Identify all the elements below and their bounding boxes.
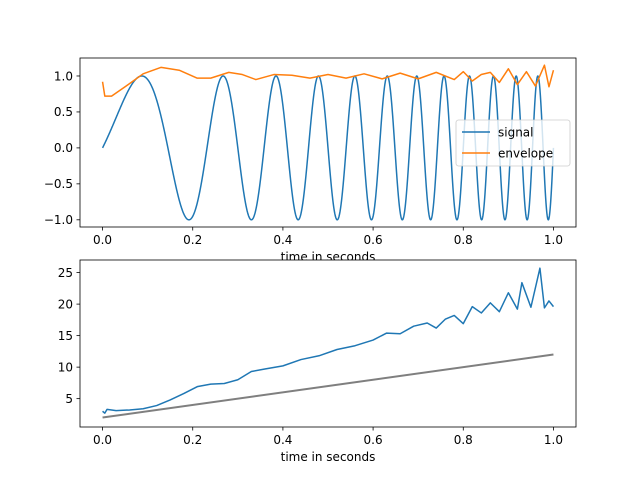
x-tick-label: 0.8 — [454, 433, 473, 447]
x-tick-label: 0.4 — [273, 433, 292, 447]
x-tick-label: 0.0 — [93, 433, 112, 447]
y-tick-label: 15 — [58, 329, 73, 343]
y-tick-label: −0.5 — [44, 177, 73, 191]
frequency-subplot: 0.0 0.2 0.4 0.6 0.8 1.0 5 10 15 20 25 time in sec… — [58, 259, 577, 464]
x-tick-label: 0.0 — [93, 233, 112, 247]
y-tick-label: 25 — [58, 266, 73, 280]
x-tick-label: 0.4 — [273, 233, 292, 247]
frequency-subplot-x-axis-label: time in seconds — [281, 450, 376, 464]
y-tick-label: 0.5 — [54, 105, 73, 119]
signal-subplot-y-ticks: −1.0 −0.5 0.0 0.5 1.0 — [44, 69, 80, 227]
x-tick-label: 0.2 — [183, 433, 202, 447]
frequency-subplot-frame — [79, 259, 577, 428]
frequency-subplot-series — [102, 267, 555, 419]
signal-subplot-x-ticks: 0.0 0.2 0.4 0.6 0.8 1.0 — [93, 227, 563, 247]
x-tick-label: 1.0 — [544, 433, 563, 447]
instantaneous-frequency-series-line — [102, 267, 555, 414]
legend: signal envelope — [455, 119, 571, 167]
y-tick-label: −1.0 — [44, 213, 73, 227]
y-tick-label: 1.0 — [54, 69, 73, 83]
signal-subplot: 0.0 0.2 0.4 0.6 0.8 1.0 −1.0 −0.5 0.0 0.5 1.0 sig… — [44, 57, 577, 264]
reference-series-line — [102, 353, 554, 419]
legend-label-envelope: envelope — [498, 146, 553, 160]
x-tick-label: 0.6 — [364, 233, 383, 247]
signal-subplot-series — [101, 64, 555, 221]
x-tick-label: 0.6 — [364, 433, 383, 447]
x-tick-label: 0.8 — [454, 233, 473, 247]
x-tick-label: 0.2 — [183, 233, 202, 247]
envelope-series-line — [101, 64, 555, 97]
frequency-subplot-y-ticks: 5 10 15 20 25 — [58, 266, 80, 406]
frequency-subplot-background — [80, 260, 576, 427]
x-tick-label: 1.0 — [544, 233, 563, 247]
y-tick-label: 5 — [65, 392, 73, 406]
y-tick-label: 10 — [58, 360, 73, 374]
frequency-subplot-x-ticks: 0.0 0.2 0.4 0.6 0.8 1.0 — [93, 427, 563, 447]
signal-series-line — [101, 75, 555, 221]
y-tick-label: 0.0 — [54, 141, 73, 155]
y-tick-label: 20 — [58, 297, 73, 311]
signal-subplot-frame — [79, 57, 577, 228]
legend-label-signal: signal — [498, 125, 534, 139]
